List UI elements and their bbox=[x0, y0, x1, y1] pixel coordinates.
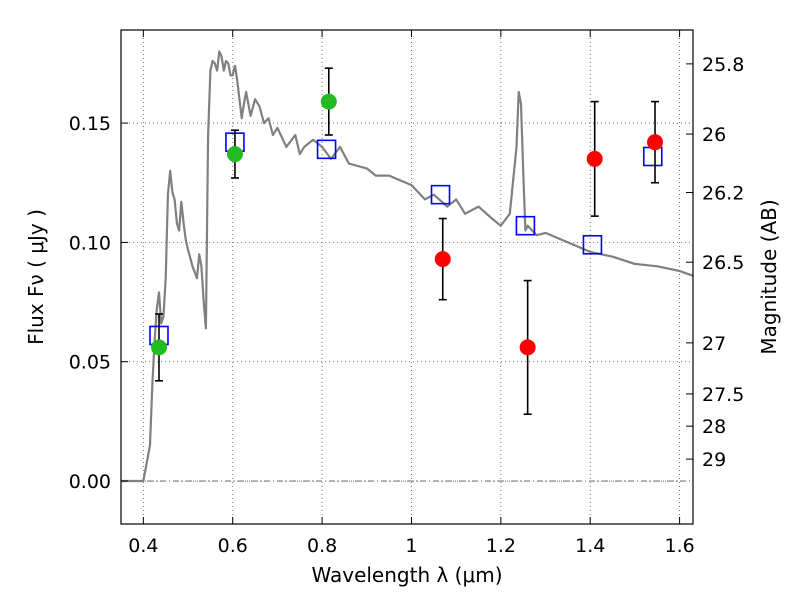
model-photometry-box bbox=[515, 215, 536, 236]
y-tick-label: 0.15 bbox=[69, 113, 111, 135]
y2-tick-label: 26.2 bbox=[702, 183, 744, 205]
x-tick-label: 0.4 bbox=[128, 535, 158, 557]
y2-axis-label: Magnitude (AB) bbox=[757, 199, 781, 354]
x-tick-label: 1.6 bbox=[664, 535, 694, 557]
x-tick-label: 0.8 bbox=[307, 535, 337, 557]
y2-tick-label: 25.8 bbox=[702, 54, 744, 76]
x-axis-label: Wavelength λ (μm) bbox=[311, 563, 502, 587]
y2-tick-label: 26.5 bbox=[702, 252, 744, 274]
photometry-point bbox=[586, 150, 603, 167]
x-tick-label: 1.4 bbox=[575, 535, 605, 557]
photometry-point bbox=[519, 339, 536, 356]
model-spectrum-line bbox=[121, 50, 694, 483]
y2-tick-label: 29 bbox=[702, 449, 726, 471]
x-tick-label: 1 bbox=[405, 535, 417, 557]
y-axis-label: Flux Fν ( μJy ) bbox=[24, 209, 48, 345]
photometry-point bbox=[150, 339, 167, 356]
model-photometry-box bbox=[430, 184, 451, 205]
photometry-point bbox=[226, 146, 243, 163]
model-photometry-box bbox=[582, 234, 603, 255]
y2-tick-label: 26 bbox=[702, 124, 726, 146]
photometry-point bbox=[647, 134, 664, 151]
y-tick-label: 0.00 bbox=[69, 471, 111, 493]
model-photometry-box bbox=[316, 139, 337, 160]
grid bbox=[121, 30, 693, 524]
ticks: 0.4 0.6 0.8 1 1.2 1.4 1.6 0.00 0.05 0.10 0.15 25.8 2… bbox=[69, 30, 744, 557]
y-tick-label: 0.05 bbox=[69, 352, 111, 374]
photometry-point bbox=[434, 251, 451, 268]
y-tick-label: 0.10 bbox=[69, 232, 111, 254]
data-layer bbox=[121, 50, 694, 483]
photometry-point bbox=[320, 93, 337, 110]
x-tick-label: 1.2 bbox=[486, 535, 516, 557]
plot-frame bbox=[120, 29, 694, 525]
y2-tick-label: 27.5 bbox=[702, 384, 744, 406]
x-tick-label: 0.6 bbox=[218, 535, 248, 557]
y2-tick-label: 28 bbox=[702, 416, 726, 438]
y2-tick-label: 27 bbox=[702, 333, 726, 355]
plot-background bbox=[121, 30, 693, 524]
